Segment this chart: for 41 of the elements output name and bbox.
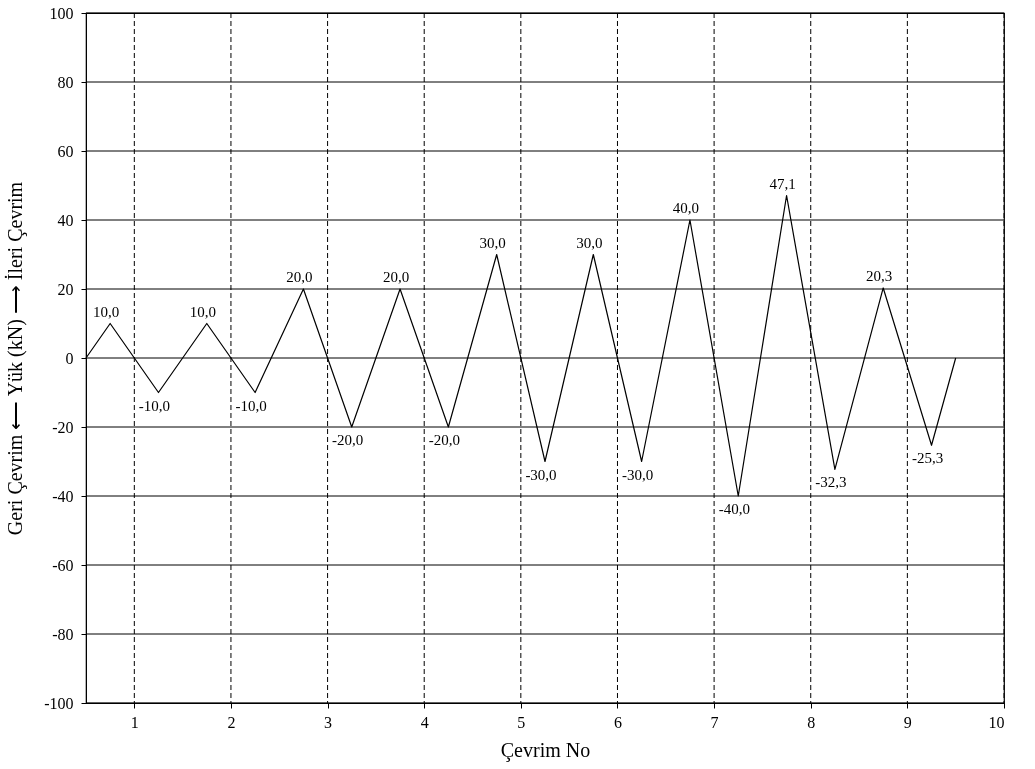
- data-label: 30,0: [576, 234, 603, 251]
- x-tick-label: 4: [420, 713, 429, 731]
- data-label: -40,0: [718, 501, 750, 517]
- x-tick-label: 1: [130, 713, 139, 731]
- y-tick-label: -100: [44, 694, 74, 712]
- data-label: 20,0: [286, 269, 313, 285]
- x-tick-label: 8: [807, 713, 816, 731]
- y-tick-label: -20: [52, 418, 74, 436]
- y-tick-label: -60: [52, 556, 74, 574]
- data-label: -20,0: [332, 432, 364, 448]
- data-label: 30,0: [479, 234, 506, 251]
- data-label: -25,3: [911, 450, 944, 467]
- data-label: -32,3: [815, 474, 847, 491]
- data-label: 40,0: [672, 200, 700, 216]
- x-tick-label: 6: [613, 713, 622, 731]
- x-tick-label: 10: [988, 713, 1005, 731]
- x-tick-label: 5: [517, 713, 526, 731]
- y-tick-label: -80: [52, 625, 74, 643]
- x-tick-label: 3: [324, 713, 333, 731]
- data-label: -20,0: [428, 432, 460, 448]
- y-tick-label: 20: [57, 280, 74, 298]
- y-tick-label: 80: [57, 73, 74, 91]
- data-label: -10,0: [138, 397, 171, 414]
- x-axis-title: Çevrim No: [500, 738, 591, 762]
- y-axis-title: Geri Çevrim ⟵ Yük (kN) ⟶ İleri Çevrim: [4, 181, 28, 536]
- data-label: 20,3: [866, 267, 893, 284]
- y-tick-label: 100: [49, 4, 74, 22]
- data-label: 10,0: [189, 303, 216, 320]
- data-label: 20,0: [382, 269, 410, 285]
- y-tick-label: 0: [65, 349, 74, 367]
- x-tick-label: 7: [710, 713, 719, 731]
- x-tick-label: 9: [903, 713, 912, 731]
- data-label: 47,1: [769, 175, 796, 192]
- data-label: -30,0: [622, 466, 654, 483]
- data-label: -10,0: [235, 397, 267, 414]
- data-label: -30,0: [525, 466, 557, 483]
- data-label: 10,0: [93, 303, 120, 320]
- y-tick-label: -40: [52, 487, 74, 505]
- y-tick-label: 40: [57, 211, 74, 229]
- y-tick-label: 60: [57, 142, 74, 160]
- x-tick-label: 2: [227, 713, 236, 731]
